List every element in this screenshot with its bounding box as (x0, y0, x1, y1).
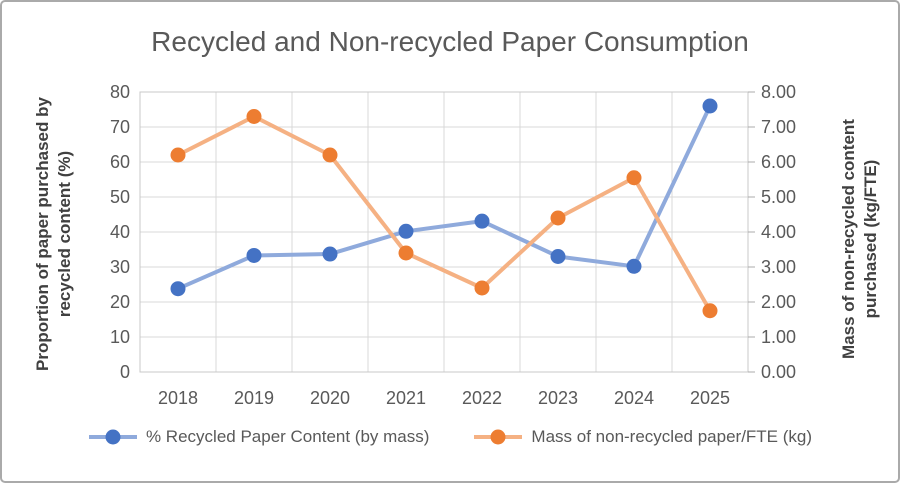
data-point-series-1 (246, 109, 262, 124)
right-axis-title-line1: Mass of non-recycled content (839, 119, 858, 359)
data-point-series-0 (550, 249, 566, 264)
left-axis-tick-label: 80 (109, 82, 130, 102)
x-axis-tick-label: 2018 (157, 388, 199, 408)
right-axis-tick-label: 5.00 (761, 187, 797, 207)
data-point-series-0 (398, 223, 414, 239)
right-axis-title-line2: purchased (kg/FTE) (861, 159, 880, 319)
right-axis-tick-label: 7.00 (761, 117, 797, 137)
chart-title: Recycled and Non-recycled Paper Consumpt… (151, 26, 749, 57)
right-axis-tick-label: 2.00 (761, 292, 797, 312)
left-axis-tick-label: 30 (109, 257, 130, 277)
x-axis-tick-label: 2023 (537, 388, 579, 408)
right-axis-tick-label: 8.00 (761, 82, 797, 102)
data-point-series-1 (474, 280, 490, 296)
right-axis-tick-label: 0.00 (761, 362, 797, 382)
legend-label-nonrecycled: Mass of non-recycled paper/FTE (kg) (531, 427, 813, 446)
legend-item-recycled: % Recycled Paper Content (by mass) (88, 427, 429, 447)
legend-item-nonrecycled: Mass of non-recycled paper/FTE (kg) (473, 427, 812, 447)
legend-label-recycled: % Recycled Paper Content (by mass) (145, 427, 430, 446)
right-axis-tick-label: 6.00 (761, 152, 797, 172)
right-axis-title: Mass of non-recycled content purchased (… (838, 119, 882, 359)
left-axis-tick-label: 60 (109, 152, 130, 172)
right-axis-tick-label: 3.00 (761, 257, 797, 277)
data-point-series-0 (170, 281, 186, 297)
right-axis-tick-label: 4.00 (761, 222, 797, 242)
data-point-series-1 (550, 210, 566, 226)
x-axis-tick-label: 2019 (233, 388, 275, 408)
series-line-1 (176, 114, 712, 313)
left-axis-tick-label: 10 (109, 327, 130, 347)
data-point-series-0 (474, 213, 490, 229)
data-point-series-1 (398, 245, 414, 261)
left-axis-title-line2: recycled content (%) (55, 150, 74, 318)
data-point-series-0 (702, 98, 718, 114)
left-axis-tick-label: 20 (109, 292, 130, 312)
data-point-series-1 (170, 147, 186, 163)
left-axis-tick-label: 0 (119, 362, 130, 382)
series-line-0 (176, 104, 712, 291)
left-axis-tick-label: 70 (109, 117, 130, 137)
x-axis-tick-label: 2022 (461, 388, 503, 408)
x-axis-tick-label: 2025 (689, 388, 731, 408)
data-point-series-0 (626, 258, 642, 274)
left-axis-title-line1: Proportion of paper purchased by (33, 97, 52, 371)
data-point-series-1 (322, 147, 338, 163)
x-axis-tick-label: 2024 (613, 388, 655, 408)
data-point-series-0 (246, 247, 262, 263)
data-point-series-1 (626, 170, 642, 186)
right-axis-tick-label: 1.00 (761, 327, 797, 347)
legend-marker-recycled-icon (88, 429, 137, 445)
left-axis-tick-label: 50 (109, 187, 130, 207)
data-point-series-1 (702, 303, 718, 319)
left-axis-title: Proportion of paper purchased by recycle… (32, 97, 76, 371)
data-point-series-0 (322, 246, 338, 262)
x-axis-tick-label: 2020 (309, 388, 351, 408)
left-axis-tick-label: 40 (109, 222, 130, 242)
chart-legend: % Recycled Paper Content (by mass) Mass … (2, 427, 898, 447)
legend-marker-nonrecycled-icon (474, 429, 523, 445)
x-axis-tick-label: 2021 (385, 388, 427, 408)
